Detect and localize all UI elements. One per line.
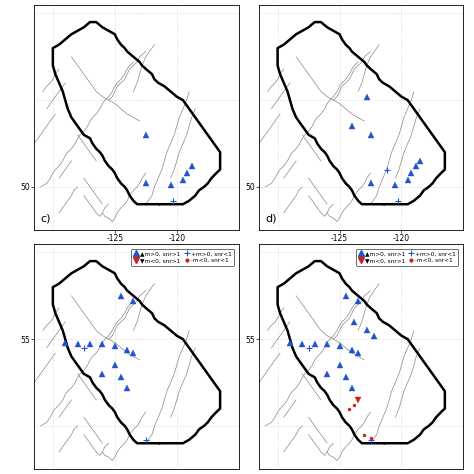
Text: d): d): [265, 213, 277, 223]
Text: c): c): [40, 213, 51, 223]
Legend: ▲m>0, snr>1, ▼m<0, snr>1, +m>0, snr<1, ·m<0, snr<1: ▲m>0, snr>1, ▼m<0, snr>1, +m>0, snr<1, ·…: [356, 249, 458, 265]
Legend: ▲m>0, snr>1, ▼m<0, snr>1, +m>0, snr<1, ·m<0, snr<1: ▲m>0, snr>1, ▼m<0, snr>1, +m>0, snr<1, ·…: [131, 249, 234, 265]
